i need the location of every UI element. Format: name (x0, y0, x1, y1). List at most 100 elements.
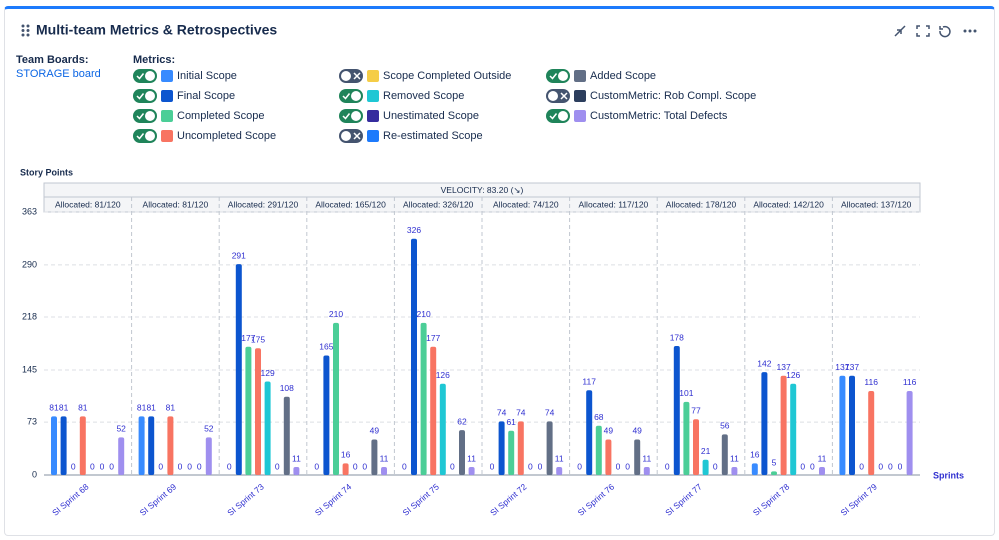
bar[interactable] (342, 463, 349, 475)
bar[interactable] (605, 439, 612, 475)
bar[interactable] (430, 346, 437, 475)
x-tick-label[interactable]: SI Sprint 73 (225, 481, 266, 517)
bar[interactable] (283, 396, 290, 475)
value-label: 68 (594, 412, 604, 422)
bar[interactable] (167, 416, 174, 475)
bar[interactable] (420, 322, 427, 475)
toggle-check (136, 93, 145, 100)
value-label: 116 (903, 377, 917, 387)
bar[interactable] (673, 346, 680, 475)
board-link[interactable]: STORAGE board (16, 68, 101, 80)
drag-handle[interactable] (21, 24, 30, 37)
bar[interactable] (293, 467, 300, 475)
legend-swatch (161, 110, 173, 122)
bar[interactable] (721, 434, 728, 475)
toggle-knob (145, 131, 155, 141)
bar[interactable] (546, 421, 553, 475)
x-tick-label[interactable]: SI Sprint 76 (576, 481, 617, 517)
value-label: 108 (280, 383, 294, 393)
bar[interactable] (498, 421, 505, 475)
legend-label: Removed Scope (383, 90, 464, 102)
value-label: 291 (232, 250, 246, 260)
bar[interactable] (468, 467, 475, 475)
bar[interactable] (323, 355, 330, 475)
legend-swatch (367, 90, 379, 102)
bar[interactable] (790, 383, 797, 475)
bar[interactable] (868, 390, 875, 475)
toggle-knob (558, 71, 568, 81)
allocation-label: Allocated: 142/120 (753, 199, 824, 209)
value-label: 0 (538, 461, 543, 471)
bar[interactable] (683, 401, 690, 475)
value-label: 81 (166, 403, 176, 413)
value-label: 0 (528, 461, 533, 471)
more-button[interactable] (963, 29, 977, 33)
x-tick-label[interactable]: SI Sprint 77 (663, 481, 704, 517)
bar[interactable] (255, 348, 261, 475)
bar[interactable] (849, 375, 855, 475)
legend-label: Re-estimated Scope (383, 130, 483, 142)
bar[interactable] (595, 425, 602, 475)
bar[interactable] (702, 459, 709, 475)
value-label: 0 (71, 461, 76, 471)
bar[interactable] (79, 416, 86, 475)
bar[interactable] (148, 416, 155, 475)
legend-swatch (161, 70, 173, 82)
value-label: 0 (90, 461, 95, 471)
fullscreen-button[interactable] (916, 25, 930, 37)
value-label: 56 (720, 421, 730, 431)
bar[interactable] (381, 467, 387, 475)
bar[interactable] (517, 421, 524, 475)
toggle-knob (351, 91, 361, 101)
value-label: 49 (632, 426, 642, 436)
bar[interactable] (819, 467, 825, 475)
bar[interactable] (205, 437, 212, 475)
bar[interactable] (780, 375, 787, 475)
legend-label: CustomMetric: Total Defects (590, 110, 728, 122)
value-label: 11 (380, 453, 389, 463)
bar[interactable] (411, 238, 417, 475)
bar[interactable] (839, 375, 846, 475)
value-label: 81 (59, 403, 69, 413)
bar[interactable] (371, 439, 378, 475)
bar[interactable] (235, 264, 242, 475)
bar[interactable] (60, 416, 67, 475)
bar[interactable] (634, 439, 641, 475)
bar[interactable] (906, 390, 913, 475)
bar[interactable] (508, 430, 515, 475)
value-label: 0 (800, 461, 805, 471)
y-tick-label: 145 (22, 364, 37, 374)
bar[interactable] (731, 467, 738, 475)
bar[interactable] (751, 463, 758, 475)
value-label: 177 (426, 333, 440, 343)
bar[interactable] (333, 322, 339, 475)
bar[interactable] (264, 381, 271, 475)
bar[interactable] (51, 416, 57, 475)
value-label: 11 (818, 453, 827, 463)
bar[interactable] (693, 419, 699, 475)
x-tick-label[interactable]: SI Sprint 69 (138, 481, 179, 517)
x-tick-label[interactable]: SI Sprint 79 (838, 481, 879, 517)
bar[interactable] (556, 467, 563, 475)
legend-swatch (574, 90, 586, 102)
refresh-button[interactable] (939, 25, 951, 38)
collapse-button[interactable] (894, 25, 906, 37)
bar[interactable] (118, 437, 125, 475)
toggle-x (353, 72, 361, 80)
bar[interactable] (138, 416, 145, 475)
x-tick-label[interactable]: SI Sprint 68 (50, 481, 91, 517)
bar[interactable] (586, 390, 593, 475)
bar[interactable] (643, 467, 650, 475)
bar[interactable] (459, 430, 465, 475)
x-tick-label[interactable]: SI Sprint 75 (400, 481, 441, 517)
value-label: 52 (204, 424, 214, 434)
bar[interactable] (245, 346, 252, 475)
legend-swatch (574, 70, 586, 82)
value-label: 0 (109, 461, 114, 471)
bar[interactable] (761, 372, 768, 475)
bar[interactable] (771, 471, 777, 475)
bar[interactable] (439, 383, 446, 475)
x-tick-label[interactable]: SI Sprint 72 (488, 481, 529, 517)
x-tick-label[interactable]: SI Sprint 78 (751, 481, 792, 517)
x-tick-label[interactable]: SI Sprint 74 (313, 481, 354, 517)
